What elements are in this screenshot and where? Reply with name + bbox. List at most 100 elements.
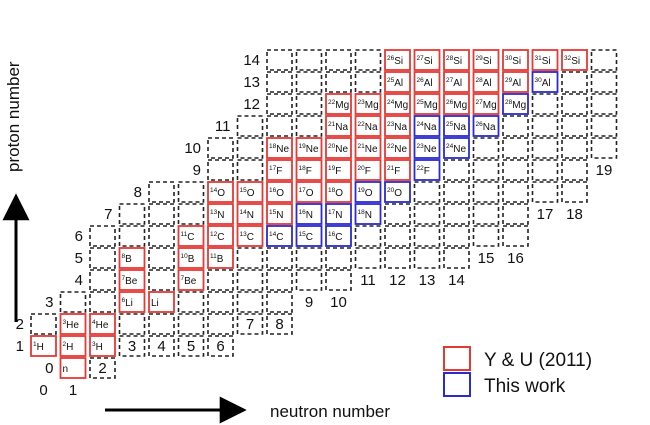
proton-number-label: 3 (45, 294, 53, 311)
nuclide-label: 24Ne (446, 143, 466, 155)
nuclide-cell: 28Mg (502, 93, 529, 115)
nuclide-cell: 26Mg (443, 93, 470, 115)
proton-number-label: 11 (215, 118, 231, 135)
legend-label-this-work: This work (484, 376, 566, 397)
nuclide-cell: 23Mg (354, 93, 382, 115)
nuclide-label: 25Na (446, 121, 466, 133)
nuclide-label: 8B (122, 253, 133, 265)
nuclide-cell: 1H (30, 335, 57, 357)
nuclide-symbol: O (394, 188, 402, 199)
nuclide-mass-number: 23 (387, 121, 395, 128)
dashed-cell (295, 247, 323, 269)
nuclide-symbol: N (335, 210, 342, 221)
nuclide-label: 21Ne (358, 143, 378, 155)
nuclide-label: 7Be (181, 275, 197, 287)
nuclide-mass-number: 7 (122, 275, 126, 282)
nuclide-label: 30Al (535, 77, 551, 89)
dashed-cell (207, 291, 234, 313)
nuclide-cell-border (59, 313, 87, 335)
nuclide-label: 15N (269, 209, 283, 221)
dashed-cell (325, 49, 352, 71)
nuclide-symbol: N (306, 210, 313, 221)
nuclide-cell-border (325, 115, 352, 137)
dashed-cell (236, 137, 264, 159)
nuclide-cell-border (384, 93, 411, 115)
nuclide-cell-border (89, 313, 116, 335)
nuclide-cell-border (472, 49, 500, 71)
dashed-cell (561, 181, 588, 203)
nuclide-mass-number: 8 (122, 253, 126, 260)
nuclide-cell: 10B (177, 247, 205, 269)
nuclide-mass-number: 2 (63, 341, 67, 348)
nuclide-mass-number: 26 (476, 121, 484, 128)
nuclide-label: 26Mg (446, 99, 467, 111)
nuclide-cell: 25Na (443, 115, 470, 137)
nuclide-cell: 15C (295, 225, 323, 247)
nuclide-cell: 21F (384, 159, 411, 181)
dashed-cell (590, 115, 618, 137)
dashed-cell (531, 115, 559, 137)
nuclide-cell: 24Mg (384, 93, 411, 115)
nuclide-cell-border (413, 71, 441, 93)
nuclide-symbol: N (217, 210, 224, 221)
nuclide-label: 15C (299, 231, 313, 243)
nuclide-symbol: Mg (424, 100, 438, 111)
nuclide-mass-number: 7 (181, 275, 185, 282)
dashed-cell (148, 313, 175, 335)
nuclide-mass-number: 11 (181, 231, 188, 238)
nuclide-mass-number: 29 (505, 77, 513, 84)
nuclide-symbol: Li (151, 298, 159, 309)
dashed-cell (207, 159, 234, 181)
dashed-cell (266, 313, 293, 335)
nuclide-label: 28Mg (505, 99, 526, 111)
nuclide-symbol: O (247, 188, 255, 199)
proton-number-label: 14 (243, 52, 260, 69)
nuclide-cell: 19F (325, 159, 352, 181)
nuclide-symbol: He (66, 320, 79, 331)
nuclide-cell-border (531, 71, 559, 93)
dashed-cell (295, 49, 323, 71)
dashed-cell (177, 291, 205, 313)
dashed-cell (561, 115, 588, 137)
nuclide-mass-number: 17 (269, 165, 277, 172)
nuclide-mass-number: 28 (505, 99, 513, 106)
dashed-cell (148, 247, 175, 269)
nuclide-cell: 16O (266, 181, 293, 203)
nuclide-cell-border (472, 115, 500, 137)
nuclide-cell: 26Na (472, 115, 500, 137)
nuclide-cell: 20F (354, 159, 382, 181)
nuclide-cell-border (236, 225, 264, 247)
nuclide-mass-number: 14 (210, 187, 218, 194)
nuclide-symbol: C (247, 232, 254, 243)
dashed-cell (472, 181, 500, 203)
nuclide-symbol: Si (424, 56, 433, 67)
nuclide-cell: 30Si (502, 49, 529, 71)
nuclide-cell: 16N (295, 203, 323, 225)
dashed-cell (531, 137, 559, 159)
dashed-cell (118, 225, 146, 247)
nuclide-cell: 28Si (443, 49, 470, 71)
neutron-number-label: 6 (216, 338, 224, 355)
nuclide-cell: 11B (207, 247, 234, 269)
nuclide-label: 18Ne (269, 143, 289, 155)
nuclide-label: 17N (328, 209, 342, 221)
nuclide-label: 14O (210, 187, 225, 199)
dashed-cell (354, 49, 382, 71)
nuclide-cell: 2H (59, 335, 87, 357)
nuclide-cell: 19Ne (295, 137, 323, 159)
neutron-number-label: 12 (389, 272, 406, 289)
nuclide-cell-border (384, 159, 411, 181)
nuclide-label: 29Al (505, 77, 521, 89)
dashed-cell (266, 291, 293, 313)
nuclide-cell: 30Al (531, 71, 559, 93)
nuclide-label: 15O (240, 187, 255, 199)
nuclide-cell: 27Al (443, 71, 470, 93)
dashed-cell (354, 247, 382, 269)
nuclide-mass-number: 22 (358, 121, 366, 128)
dashed-cell (590, 71, 618, 93)
dashed-cell (236, 247, 264, 269)
nuclide-label: 14N (240, 209, 254, 221)
dashed-cell (413, 225, 441, 247)
dashed-cell (177, 313, 205, 335)
nuclide-label: 4He (92, 319, 109, 331)
